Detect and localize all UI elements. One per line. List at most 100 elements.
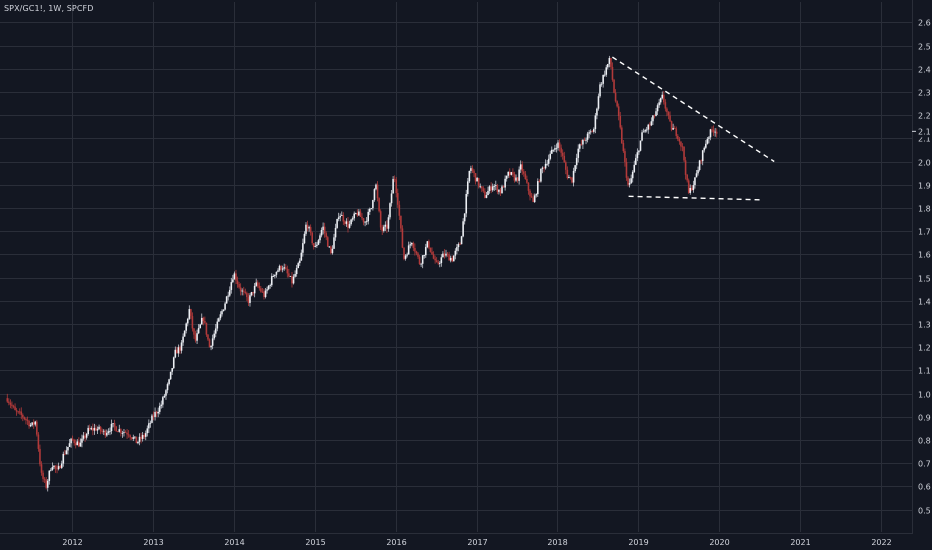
candle-body xyxy=(420,263,422,265)
candle-body xyxy=(112,423,114,424)
candle-body xyxy=(165,390,167,396)
candle-body xyxy=(54,465,57,469)
candle-body xyxy=(516,177,519,181)
candle-body xyxy=(186,318,189,324)
candle-body xyxy=(26,420,29,421)
candle-body xyxy=(443,253,446,256)
candle-body xyxy=(543,167,545,169)
y-tick-label: 0.7 xyxy=(918,460,931,469)
candle-body xyxy=(431,251,433,255)
candle-body xyxy=(302,243,304,253)
y-tick-label: 2.1 xyxy=(918,135,931,144)
candle-body xyxy=(546,163,548,165)
candle-body xyxy=(353,213,356,219)
candle-body xyxy=(218,318,220,322)
candle-body xyxy=(182,336,184,343)
price-axis[interactable]: 0.5 0.6 0.7 0.8 0.9 1.0 1.1 1.2 1.3 1.4 1.5 1.6 1.7 1… xyxy=(912,19,932,516)
candle-body xyxy=(692,185,695,191)
candle-body xyxy=(448,254,450,261)
candle-body xyxy=(558,142,561,148)
candle-body xyxy=(295,268,298,275)
candle-body xyxy=(614,92,617,102)
candle-body xyxy=(263,291,265,297)
candle-body xyxy=(672,128,674,130)
candle-body xyxy=(190,309,192,317)
candle-body xyxy=(412,242,415,249)
candle-body xyxy=(661,94,664,99)
candle-body xyxy=(496,185,499,192)
candles xyxy=(6,55,718,492)
candle-body xyxy=(325,233,328,238)
candle-body xyxy=(316,244,318,246)
candle-body xyxy=(312,243,315,247)
candle-body xyxy=(398,204,401,216)
y-tick-label: 1.1 xyxy=(918,367,931,376)
support-trendline[interactable] xyxy=(628,195,760,201)
y-tick-label: 1.5 xyxy=(918,275,931,284)
candle-body xyxy=(527,182,530,191)
candle-body xyxy=(51,467,54,470)
candle-body xyxy=(188,309,191,319)
candle-body xyxy=(449,257,452,261)
candle-body xyxy=(20,411,23,415)
candle-body xyxy=(92,428,94,431)
candle-body xyxy=(308,227,310,229)
candle-body xyxy=(88,427,91,430)
time-axis[interactable]: 2012 2013 2014 2015 2016 2017 2018 2019 2020 2021… xyxy=(62,538,891,547)
candle-body xyxy=(624,151,626,163)
candle-body xyxy=(572,170,575,183)
candle-body xyxy=(331,248,334,254)
x-tick-label: 2015 xyxy=(305,538,325,547)
candle-body xyxy=(633,164,636,172)
candle-body xyxy=(512,172,514,175)
candle-body xyxy=(107,431,110,433)
candle-body xyxy=(34,421,37,425)
candle-body xyxy=(460,236,463,245)
candle-body xyxy=(663,94,665,103)
candle-body xyxy=(40,464,43,473)
candle-body xyxy=(580,144,583,146)
candle-body xyxy=(621,127,623,144)
candle-body xyxy=(292,276,295,284)
y-tick-label: 2.3 xyxy=(918,89,931,98)
candle-body xyxy=(73,439,75,444)
candle-body xyxy=(160,404,163,406)
candle-body xyxy=(361,216,363,219)
candle-body xyxy=(484,191,486,198)
candle-body xyxy=(381,227,384,231)
candle-body xyxy=(508,171,511,175)
candle-body xyxy=(706,138,709,144)
candle-body xyxy=(428,241,430,248)
candle-body xyxy=(275,271,278,275)
candle-body xyxy=(432,254,435,259)
candle-body xyxy=(493,185,496,187)
candle-body xyxy=(390,193,393,204)
candle-body xyxy=(116,431,119,433)
candle-body xyxy=(249,295,251,303)
candle-body xyxy=(95,427,97,431)
candle-body xyxy=(179,347,181,351)
candle-body xyxy=(85,434,88,438)
candle-body xyxy=(577,148,580,158)
candle-body xyxy=(96,429,99,431)
candle-body xyxy=(148,423,150,429)
candle-body xyxy=(166,384,169,391)
trendlines[interactable] xyxy=(612,56,775,201)
candle-body xyxy=(284,267,287,270)
candle-body xyxy=(589,131,592,133)
candle-body xyxy=(708,137,710,139)
candle-body xyxy=(396,193,399,205)
candle-body xyxy=(418,256,421,265)
candle-body xyxy=(283,267,286,269)
candle-body xyxy=(264,290,267,297)
candle-body xyxy=(200,317,203,325)
candle-body xyxy=(644,130,646,132)
candle-body xyxy=(59,466,61,468)
candle-body xyxy=(311,232,314,244)
candle-body xyxy=(270,276,273,286)
candle-body xyxy=(250,292,253,296)
candle-body xyxy=(518,169,520,181)
candle-body xyxy=(367,211,370,222)
